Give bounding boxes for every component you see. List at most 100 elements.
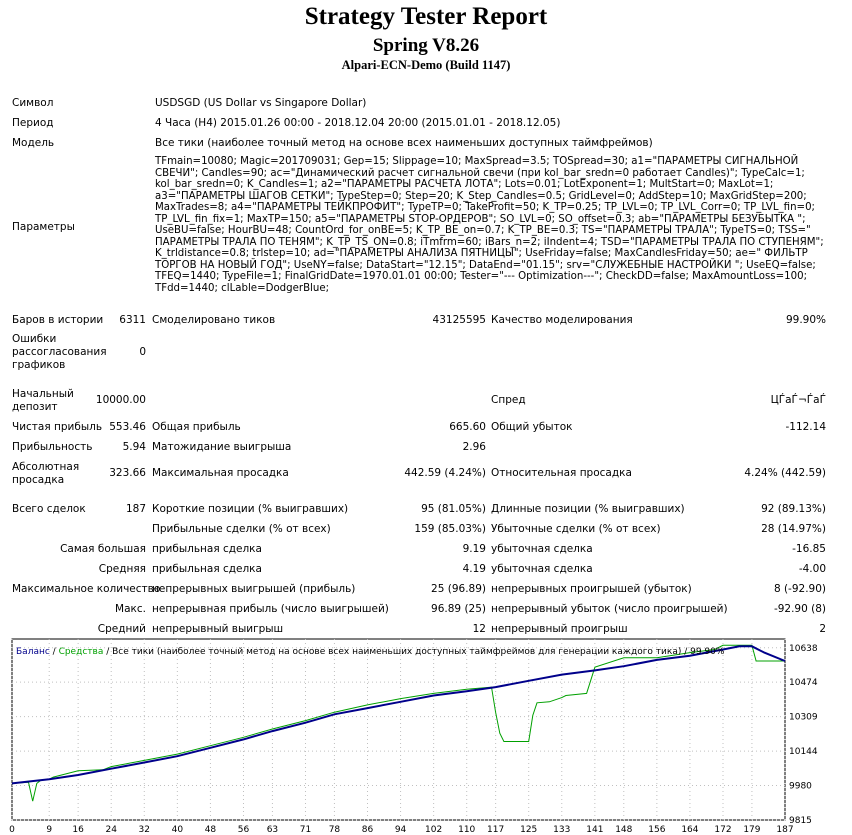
x-tick-label: 164 xyxy=(681,825,698,835)
bars-value: 6311 xyxy=(119,314,146,326)
x-tick-label: 110 xyxy=(458,825,475,835)
profit-factor-label: Прибыльность xyxy=(12,441,93,453)
params-value: TFmain=10080; Magic=201709031; Gep=15; S… xyxy=(155,156,824,294)
gross-loss-value: -112.14 xyxy=(785,421,826,433)
x-tick-label: 56 xyxy=(238,825,250,835)
chart-plot-area xyxy=(11,638,786,821)
x-tick-label: 86 xyxy=(362,825,374,835)
mismatch-label: Ошибки рассогласования графиков xyxy=(12,333,107,371)
y-tick-label: 10144 xyxy=(789,747,818,757)
legend-rest: / Все тики (наиболее точный метод на осн… xyxy=(103,647,725,657)
short-positions-value: 95 (81.05%) xyxy=(421,503,486,515)
largest-loss-label: убыточная сделка xyxy=(491,543,593,555)
x-tick-label: 117 xyxy=(487,825,504,835)
x-tick-label: 172 xyxy=(714,825,731,835)
y-tick-label: 9815 xyxy=(789,816,812,826)
x-tick-label: 16 xyxy=(72,825,84,835)
x-tick-label: 125 xyxy=(520,825,537,835)
period-value: 4 Часа (H4) 2015.01.26 00:00 - 2018.12.0… xyxy=(155,117,561,129)
average-profit-value: 4.19 xyxy=(462,563,486,575)
report-title: Strategy Tester Report xyxy=(304,3,548,30)
legend-equity: Средства xyxy=(59,647,104,657)
avg-cons-wins-label: непрерывный выигрыш xyxy=(152,623,284,635)
payoff-value: 2.96 xyxy=(462,441,486,453)
spread-label: Спред xyxy=(491,394,526,406)
avg-cons-wins-value: 12 xyxy=(472,623,486,635)
loss-trades-label: Убыточные сделки (% от всех) xyxy=(491,523,661,535)
short-positions-label: Короткие позиции (% выигравших) xyxy=(152,503,349,515)
avg-cons-losses-label: непрерывный проигрыш xyxy=(491,623,628,635)
max-count-label: Максимальное количество xyxy=(12,583,161,595)
x-tick-label: 63 xyxy=(267,825,278,835)
expert-name: Spring V8.26 xyxy=(372,35,480,56)
mismatch-value: 0 xyxy=(139,346,146,358)
x-tick-label: 40 xyxy=(172,825,184,835)
ticks-label: Смоделировано тиков xyxy=(152,314,276,326)
period-label: Период xyxy=(12,117,54,129)
largest-profit-value: 9.19 xyxy=(462,543,486,555)
max-cons-loss-value: -92.90 (8) xyxy=(773,603,826,615)
max-cons-profit-label: непрерывная прибыль (число выигрышей) xyxy=(152,603,389,615)
average-loss-value: -4.00 xyxy=(798,563,826,575)
x-tick-label: 71 xyxy=(300,825,311,835)
params-label: Параметры xyxy=(12,221,75,233)
chart-legend: Баланс / Средства / Все тики (наиболее т… xyxy=(16,647,725,657)
avg-label: Средний xyxy=(97,623,146,635)
deposit-value: 10000.00 xyxy=(95,394,146,406)
max-drawdown-value: 442.59 (4.24%) xyxy=(404,467,486,479)
max-cons-losses-label: непрерывных проигрышей (убыток) xyxy=(491,583,692,595)
abs-drawdown-value: 323.66 xyxy=(109,467,146,479)
balance-chart: 10638 10474 10309 10144 9980 9815 0 9 16 24 32 40 4… xyxy=(9,638,818,835)
quality-label: Качество моделирования xyxy=(491,314,633,326)
avg-cons-losses-value: 2 xyxy=(819,623,826,635)
largest-label: Самая большая xyxy=(60,543,146,555)
gross-loss-label: Общий убыток xyxy=(491,421,573,433)
rel-drawdown-value: 4.24% (442.59) xyxy=(744,467,826,479)
x-tick-label: 78 xyxy=(329,825,341,835)
bars-label: Баров в истории xyxy=(12,314,104,326)
x-tick-label: 9 xyxy=(46,825,52,835)
largest-loss-value: -16.85 xyxy=(792,543,826,555)
total-trades-label: Всего сделок xyxy=(12,503,86,515)
max-drawdown-label: Максимальная просадка xyxy=(152,467,289,479)
profit-trades-value: 159 (85.03%) xyxy=(414,523,486,535)
average-loss-label: убыточная сделка xyxy=(491,563,593,575)
average-label: Средняя xyxy=(98,563,146,575)
long-positions-label: Длинные позиции (% выигравших) xyxy=(491,503,685,515)
gross-profit-value: 665.60 xyxy=(449,421,486,433)
balance-line xyxy=(11,645,786,785)
y-tick-label: 9980 xyxy=(789,781,812,791)
x-tick-label: 32 xyxy=(139,825,150,835)
y-tick-label: 10309 xyxy=(789,713,818,723)
profit-trades-label: Прибыльные сделки (% от всех) xyxy=(152,523,331,535)
x-tick-label: 94 xyxy=(395,825,407,835)
symbol-label: Символ xyxy=(12,97,54,109)
model-value: Все тики (наиболее точный метод на основ… xyxy=(155,137,653,149)
total-trades-value: 187 xyxy=(125,503,146,515)
x-tick-label: 24 xyxy=(105,825,117,835)
profit-factor-value: 5.94 xyxy=(122,441,146,453)
max-label: Макс. xyxy=(115,603,146,615)
payoff-label: Матожидание выигрыша xyxy=(152,441,292,453)
legend-balance: Баланс xyxy=(16,647,50,657)
x-tick-label: 179 xyxy=(743,825,760,835)
x-tick-label: 187 xyxy=(776,825,793,835)
x-tick-label: 156 xyxy=(648,825,665,835)
symbol-value: USDSGD (US Dollar vs Singapore Dollar) xyxy=(155,97,367,109)
net-profit-label: Чистая прибыль xyxy=(12,421,103,433)
x-tick-label: 102 xyxy=(425,825,442,835)
x-tick-label: 141 xyxy=(586,825,603,835)
max-cons-loss-label: непрерывный убыток (число проигрышей) xyxy=(491,603,728,615)
max-cons-wins-label: непрерывных выигрышей (прибыль) xyxy=(152,583,356,595)
server-build: Alpari-ECN-Demo (Build 1147) xyxy=(341,58,511,72)
net-profit-value: 553.46 xyxy=(109,421,146,433)
ticks-value: 43125595 xyxy=(432,314,486,326)
max-cons-wins-value: 25 (96.89) xyxy=(431,583,486,595)
deposit-label: Начальный депозит xyxy=(12,388,74,413)
long-positions-value: 92 (89.13%) xyxy=(761,503,826,515)
largest-profit-label: прибыльная сделка xyxy=(152,543,262,555)
rel-drawdown-label: Относительная просадка xyxy=(491,467,632,479)
y-tick-label: 10474 xyxy=(789,678,818,688)
x-tick-label: 0 xyxy=(9,825,15,835)
spread-value: ЦЃаЃ¬ЃаЃ xyxy=(770,394,826,406)
